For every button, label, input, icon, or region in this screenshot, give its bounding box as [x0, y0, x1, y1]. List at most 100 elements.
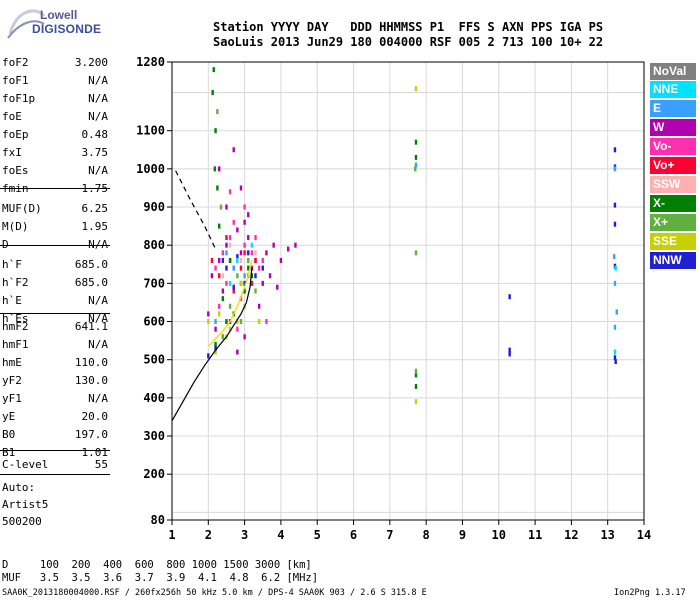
param-row: M(D) 1.95 [2, 220, 108, 233]
param-row: foEs N/A [2, 164, 108, 177]
echo-point [236, 319, 239, 325]
legend-item-x-plus: X+ [650, 214, 696, 231]
echo-point [239, 185, 243, 191]
echo-point [613, 166, 617, 172]
echo-point [265, 250, 268, 256]
echo-point [243, 273, 246, 279]
echo-point [286, 246, 290, 252]
echo-point [216, 109, 219, 115]
y-tick-label: 500 [143, 353, 165, 367]
echo-point [214, 345, 217, 351]
echo-point [261, 257, 264, 263]
echo-point [236, 326, 239, 332]
header-line-1: Station YYYY DAY DDD HHMMSS P1 FFS S AXN… [213, 20, 604, 34]
legend-item-e: E [650, 100, 696, 117]
legend-item-vo-plus: Vo+ [650, 157, 696, 174]
echo-point [243, 250, 246, 256]
echo-point [615, 309, 618, 315]
echo-point [218, 257, 221, 263]
x-tick-label: 3 [241, 528, 248, 542]
echo-point [247, 265, 250, 271]
echo-point [218, 223, 221, 229]
echo-point [218, 303, 221, 309]
divider [0, 245, 110, 246]
legend-item-ssw: SSW [650, 176, 696, 193]
param-row: foF1p N/A [2, 92, 108, 105]
x-tick-label: 5 [314, 528, 321, 542]
echo-point [232, 265, 235, 271]
echo-point [508, 347, 511, 353]
echo-point [294, 242, 297, 248]
x-tick-label: 7 [386, 528, 393, 542]
echo-point [613, 147, 617, 153]
plot-frame [171, 61, 645, 521]
echo-point [257, 265, 261, 271]
x-tick-label: 12 [564, 528, 578, 542]
param-row: B0 197.0 [2, 428, 108, 441]
file-info: SAA0K_2013180004000.RSF / 260fx256h 50 k… [2, 588, 427, 598]
y-tick-label: 900 [143, 200, 165, 214]
echo-point [207, 353, 210, 359]
legend-item-noval: NoVal [650, 63, 696, 80]
echo-point [261, 265, 264, 271]
param-row: B1 1.01 [2, 446, 108, 459]
param-row: foF1 N/A [2, 74, 108, 87]
echo-point [276, 284, 279, 290]
param-row: C-level 55 [2, 458, 108, 471]
x-tick-label: 10 [492, 528, 506, 542]
echo-point [228, 257, 232, 263]
header-line-2: SaoLuis 2013 Jun29 180 004000 RSF 005 2 … [213, 35, 604, 49]
echo-point [228, 189, 232, 195]
profile-solid-line [171, 267, 253, 422]
x-tick-label: 9 [459, 528, 466, 542]
echo-point [228, 280, 232, 286]
x-tick-label: 13 [600, 528, 614, 542]
echo-point [250, 250, 254, 256]
param-row: h`F2 685.0 [2, 276, 108, 289]
echo-point [243, 334, 246, 340]
auto-artist: Artist5 [2, 498, 49, 511]
echo-point [213, 166, 217, 172]
echo-point [614, 359, 617, 365]
echo-point [613, 324, 617, 330]
echo-point [613, 202, 617, 208]
echo-point [228, 326, 232, 332]
echo-point [243, 288, 246, 294]
echo-point [414, 86, 418, 92]
echo-point [236, 273, 239, 279]
legend-item-x-minus: X- [650, 195, 696, 212]
echo-point [613, 349, 617, 355]
param-row: foF2 3.200 [2, 56, 108, 69]
x-tick-label: 6 [350, 528, 357, 542]
echo-point [239, 265, 243, 271]
echo-point [414, 399, 418, 405]
param-row: h`F 685.0 [2, 258, 108, 271]
param-row: hmF2 641.1 [2, 320, 108, 333]
echo-point [232, 288, 235, 294]
echo-point [214, 326, 217, 332]
divider [0, 474, 110, 475]
echo-point [272, 242, 275, 248]
echo-point [239, 280, 243, 286]
param-row: h`Es N/A [2, 312, 108, 325]
echo-point [236, 227, 239, 233]
echo-point [243, 280, 246, 286]
echo-point [210, 257, 214, 263]
y-tick-label: 400 [143, 391, 165, 405]
y-tick-label: 300 [143, 429, 165, 443]
echo-point [250, 273, 254, 279]
param-row: MUF(D) 6.25 [2, 202, 108, 215]
echo-point [218, 311, 221, 317]
echo-point [221, 334, 225, 340]
divider [0, 450, 110, 451]
echo-point [265, 319, 268, 325]
echo-point [232, 284, 235, 290]
echo-point [221, 257, 225, 263]
distance-row: D 100 200 400 600 800 1000 1500 3000 [km… [2, 559, 312, 571]
echo-point [232, 219, 235, 225]
param-row: fxI 3.75 [2, 146, 108, 159]
echo-point [236, 257, 239, 263]
echo-point [214, 349, 217, 355]
echo-point [247, 250, 250, 256]
echo-point [228, 303, 232, 309]
